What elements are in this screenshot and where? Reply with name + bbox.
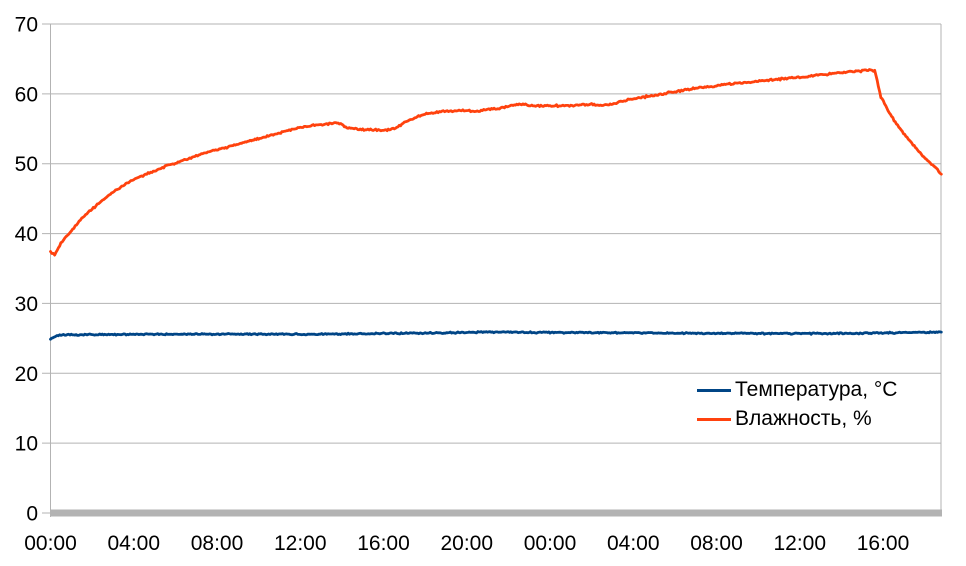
temperature-line-swatch [697, 388, 731, 392]
temperature-series-line [49, 330, 943, 341]
x-axis-label: 12:00 [274, 532, 327, 555]
y-axis-label: 20 [15, 363, 38, 386]
x-axis-line [50, 509, 942, 517]
y-axis-label: 30 [15, 293, 38, 316]
x-axis-label: 20:00 [440, 532, 493, 555]
x-axis-label: 12:00 [773, 532, 826, 555]
y-axis-label: 0 [26, 503, 38, 526]
y-axis-label: 40 [15, 223, 38, 246]
humidity-line-swatch [697, 417, 731, 421]
x-axis-label: 04:00 [107, 532, 160, 555]
x-axis-label: 00:00 [24, 532, 77, 555]
y-axis-label: 10 [15, 433, 38, 456]
y-axis-label: 60 [15, 83, 38, 106]
x-axis-label: 00:00 [524, 532, 577, 555]
humidity-series-line [49, 68, 943, 257]
legend-item-humidity: Влажность, % [697, 408, 897, 430]
x-axis-label: 08:00 [690, 532, 743, 555]
legend: Температура, °C Влажность, % [697, 379, 897, 430]
x-axis-label: 04:00 [607, 532, 660, 555]
y-axis-label: 50 [15, 153, 38, 176]
legend-item-temperature: Температура, °C [697, 379, 897, 401]
x-axis-label: 08:00 [191, 532, 244, 555]
y-axis-label: 70 [15, 14, 38, 37]
x-axis-label: 16:00 [857, 532, 910, 555]
legend-label-temperature: Температура, °C [735, 378, 898, 401]
x-axis-label: 16:00 [357, 532, 410, 555]
legend-label-humidity: Влажность, % [735, 407, 872, 430]
